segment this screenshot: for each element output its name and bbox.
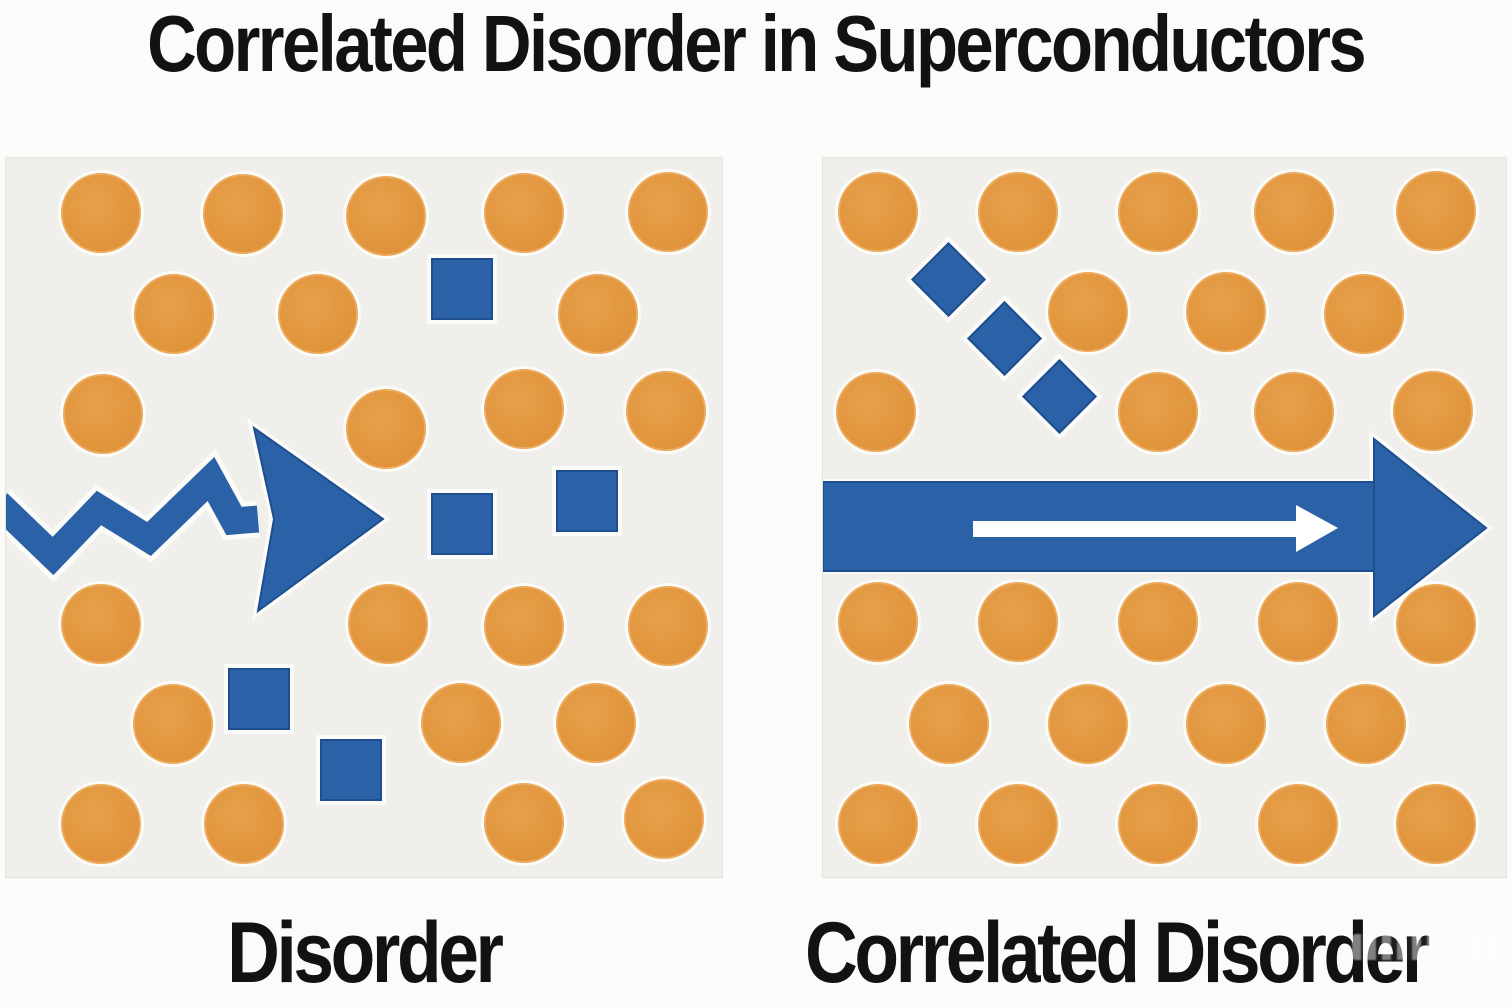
defect-square — [320, 739, 382, 801]
atom-circle — [484, 173, 564, 253]
atom-circle — [61, 584, 141, 664]
figure-title-text: Correlated Disorder in Superconductors — [147, 0, 1367, 88]
atom-circle — [1396, 584, 1476, 664]
atom-circle — [1396, 171, 1476, 251]
atom-circle — [1118, 784, 1198, 864]
defect-square — [228, 668, 290, 730]
atom-circle — [838, 172, 918, 252]
atom-circle — [1186, 684, 1266, 764]
label-correlated-disorder: Correlated Disorder — [805, 903, 1512, 1003]
atom-circle — [978, 784, 1058, 864]
atom-circle — [1254, 372, 1334, 452]
label-disorder-text: Disorder — [227, 905, 504, 1001]
atom-circle — [838, 784, 918, 864]
atom-circle — [1254, 172, 1334, 252]
defect-diamond — [1021, 358, 1097, 434]
watermark-artifact — [1352, 934, 1502, 960]
atom-circle — [1048, 272, 1128, 352]
atom-circle — [204, 784, 284, 864]
atom-circle — [134, 274, 214, 354]
atom-circle — [63, 374, 143, 454]
label-correlated-disorder-text: Correlated Disorder — [805, 905, 1430, 1001]
atom-circle — [1118, 582, 1198, 662]
atom-circle — [346, 176, 426, 256]
defect-square — [556, 470, 618, 532]
atom-circle — [1396, 784, 1476, 864]
atom-circle — [1324, 274, 1404, 354]
atom-circle — [978, 172, 1058, 252]
atom-circle — [484, 783, 564, 863]
atom-circle — [624, 779, 704, 859]
atom-circle — [61, 173, 141, 253]
atom-circle — [203, 174, 283, 254]
atom-circle — [1118, 172, 1198, 252]
atom-circle — [1186, 272, 1266, 352]
atom-circle — [484, 586, 564, 666]
defect-square — [431, 258, 493, 320]
atom-circle — [838, 582, 918, 662]
atom-circle — [421, 683, 501, 763]
figure-title: Correlated Disorder in Superconductors — [0, 0, 1512, 88]
atom-circle — [558, 274, 638, 354]
label-disorder: Disorder — [5, 903, 723, 1003]
atom-circle — [836, 372, 916, 452]
atom-circle — [1258, 582, 1338, 662]
atom-circle — [1118, 372, 1198, 452]
panel-disorder — [5, 157, 723, 878]
atom-circle — [978, 582, 1058, 662]
atom-circle — [1326, 684, 1406, 764]
defect-diamond — [910, 241, 986, 317]
atom-circle — [61, 784, 141, 864]
atom-circle — [626, 371, 706, 451]
atom-circle — [1048, 684, 1128, 764]
atom-circle — [348, 584, 428, 664]
atom-circle — [628, 172, 708, 252]
atom-circle — [1258, 784, 1338, 864]
atom-circle — [1393, 371, 1473, 451]
atom-circle — [484, 369, 564, 449]
defect-diamond — [966, 300, 1042, 376]
defect-square — [431, 493, 493, 555]
panel-correlated-disorder — [822, 157, 1507, 878]
atom-circle — [556, 683, 636, 763]
atom-circle — [346, 389, 426, 469]
atom-circle — [628, 586, 708, 666]
atom-circle — [278, 274, 358, 354]
atom-circle — [909, 684, 989, 764]
atom-circle — [133, 684, 213, 764]
